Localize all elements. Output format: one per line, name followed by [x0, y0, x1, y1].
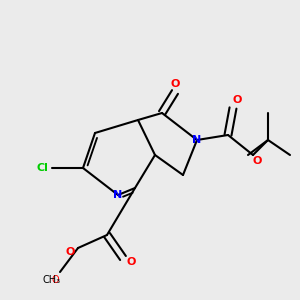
Text: N: N — [192, 135, 202, 145]
Text: O: O — [252, 156, 262, 166]
Text: N: N — [113, 190, 123, 200]
Text: Cl: Cl — [36, 163, 48, 173]
Text: O: O — [65, 247, 75, 257]
Text: O: O — [170, 79, 180, 89]
Text: CH₃: CH₃ — [43, 275, 61, 285]
Text: O: O — [126, 257, 136, 267]
Text: O: O — [232, 95, 242, 105]
Text: O: O — [51, 275, 59, 285]
